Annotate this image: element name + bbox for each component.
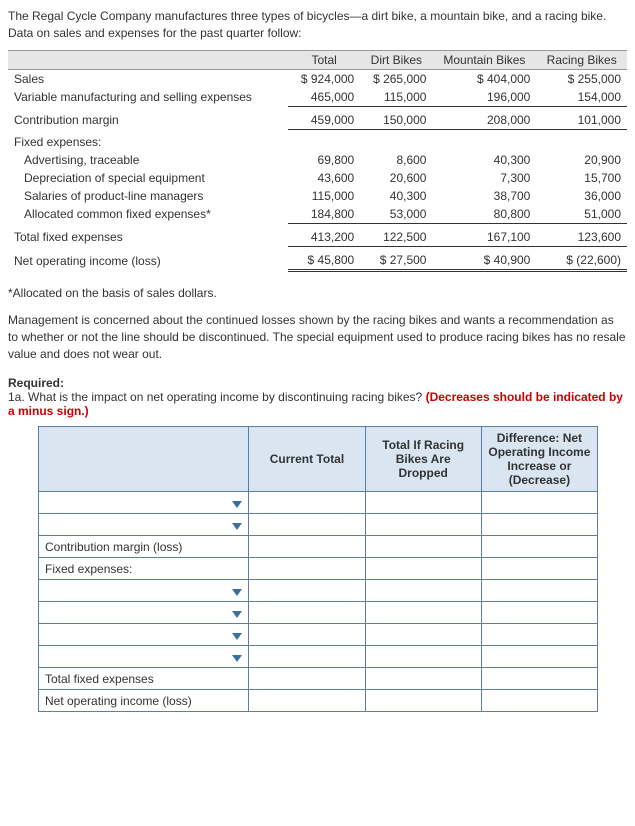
answer-header-row: Current Total Total If Racing Bikes Are …: [39, 427, 598, 492]
input-cell[interactable]: [249, 602, 365, 624]
input-cell[interactable]: [249, 646, 365, 668]
row-label-totfix: Total fixed expenses: [39, 668, 249, 690]
row-label-dropdown[interactable]: [39, 492, 249, 514]
row-label-dropdown[interactable]: [39, 580, 249, 602]
col-mountain: Mountain Bikes: [432, 50, 536, 69]
row-label-cm: Contribution margin (loss): [39, 536, 249, 558]
q1a-text: 1a. What is the impact on net operating …: [8, 390, 426, 404]
answer-row-total-fixed: Total fixed expenses: [39, 668, 598, 690]
row-fixed-header: Fixed expenses:: [8, 129, 627, 151]
chevron-down-icon: [232, 523, 242, 530]
input-cell[interactable]: [365, 668, 481, 690]
row-label-dropdown[interactable]: [39, 624, 249, 646]
input-cell[interactable]: [365, 646, 481, 668]
input-cell[interactable]: [249, 514, 365, 536]
financial-data-table: Total Dirt Bikes Mountain Bikes Racing B…: [8, 50, 627, 273]
chevron-down-icon: [232, 633, 242, 640]
input-cell[interactable]: [365, 580, 481, 602]
row-depreciation: Depreciation of special equipment 43,600…: [8, 169, 627, 187]
chevron-down-icon: [232, 655, 242, 662]
input-cell[interactable]: [365, 624, 481, 646]
chevron-down-icon: [232, 501, 242, 508]
row-label-noi: Net operating income (loss): [39, 690, 249, 712]
chevron-down-icon: [232, 611, 242, 618]
col-dirt: Dirt Bikes: [360, 50, 432, 69]
input-cell[interactable]: [365, 536, 481, 558]
chevron-down-icon: [232, 589, 242, 596]
input-cell[interactable]: [365, 558, 481, 580]
input-cell[interactable]: [249, 580, 365, 602]
ans-col-dropped: Total If Racing Bikes Are Dropped: [365, 427, 481, 492]
input-cell[interactable]: [481, 514, 597, 536]
question-1a: 1a. What is the impact on net operating …: [8, 390, 627, 418]
ans-col-difference: Difference: Net Operating Income Increas…: [481, 427, 597, 492]
answer-row-blank2: [39, 514, 598, 536]
management-concern: Management is concerned about the contin…: [8, 312, 627, 362]
input-cell[interactable]: [249, 492, 365, 514]
row-label-dropdown[interactable]: [39, 646, 249, 668]
answer-row-noi: Net operating income (loss): [39, 690, 598, 712]
answer-row-blank6: [39, 646, 598, 668]
col-racing: Racing Bikes: [536, 50, 627, 69]
required-heading: Required:: [8, 376, 627, 390]
input-cell[interactable]: [249, 690, 365, 712]
input-cell[interactable]: [249, 668, 365, 690]
input-cell[interactable]: [365, 492, 481, 514]
input-cell[interactable]: [481, 580, 597, 602]
answer-row-blank3: [39, 580, 598, 602]
input-cell[interactable]: [481, 558, 597, 580]
answer-row-blank5: [39, 624, 598, 646]
row-net-operating-income: Net operating income (loss) $ 45,800 $ 2…: [8, 247, 627, 271]
input-cell[interactable]: [481, 646, 597, 668]
input-cell[interactable]: [365, 602, 481, 624]
row-sales: Sales $ 924,000 $ 265,000 $ 404,000 $ 25…: [8, 69, 627, 88]
row-label-dropdown[interactable]: [39, 602, 249, 624]
input-cell[interactable]: [249, 558, 365, 580]
row-label-dropdown[interactable]: [39, 514, 249, 536]
answer-row-cm: Contribution margin (loss): [39, 536, 598, 558]
input-cell[interactable]: [365, 514, 481, 536]
answer-input-table: Current Total Total If Racing Bikes Are …: [38, 426, 598, 712]
problem-intro: The Regal Cycle Company manufactures thr…: [8, 8, 627, 42]
input-cell[interactable]: [481, 536, 597, 558]
table-header-row: Total Dirt Bikes Mountain Bikes Racing B…: [8, 50, 627, 69]
input-cell[interactable]: [481, 690, 597, 712]
row-contribution-margin: Contribution margin 459,000 150,000 208,…: [8, 106, 627, 129]
footnote-allocation: *Allocated on the basis of sales dollars…: [8, 286, 627, 300]
answer-row-blank4: [39, 602, 598, 624]
input-cell[interactable]: [481, 668, 597, 690]
answer-row-fixed-header: Fixed expenses:: [39, 558, 598, 580]
row-advertising: Advertising, traceable 69,800 8,600 40,3…: [8, 151, 627, 169]
row-label-fixed: Fixed expenses:: [39, 558, 249, 580]
input-cell[interactable]: [249, 624, 365, 646]
input-cell[interactable]: [481, 602, 597, 624]
input-cell[interactable]: [365, 690, 481, 712]
row-variable-expenses: Variable manufacturing and selling expen…: [8, 88, 627, 107]
input-cell[interactable]: [481, 624, 597, 646]
answer-row-blank1: [39, 492, 598, 514]
required-section: Required: 1a. What is the impact on net …: [8, 376, 627, 418]
ans-col-current: Current Total: [249, 427, 365, 492]
row-total-fixed: Total fixed expenses 413,200 122,500 167…: [8, 224, 627, 247]
input-cell[interactable]: [481, 492, 597, 514]
col-total: Total: [288, 50, 360, 69]
input-cell[interactable]: [249, 536, 365, 558]
row-allocated: Allocated common fixed expenses* 184,800…: [8, 205, 627, 224]
row-salaries: Salaries of product-line managers 115,00…: [8, 187, 627, 205]
